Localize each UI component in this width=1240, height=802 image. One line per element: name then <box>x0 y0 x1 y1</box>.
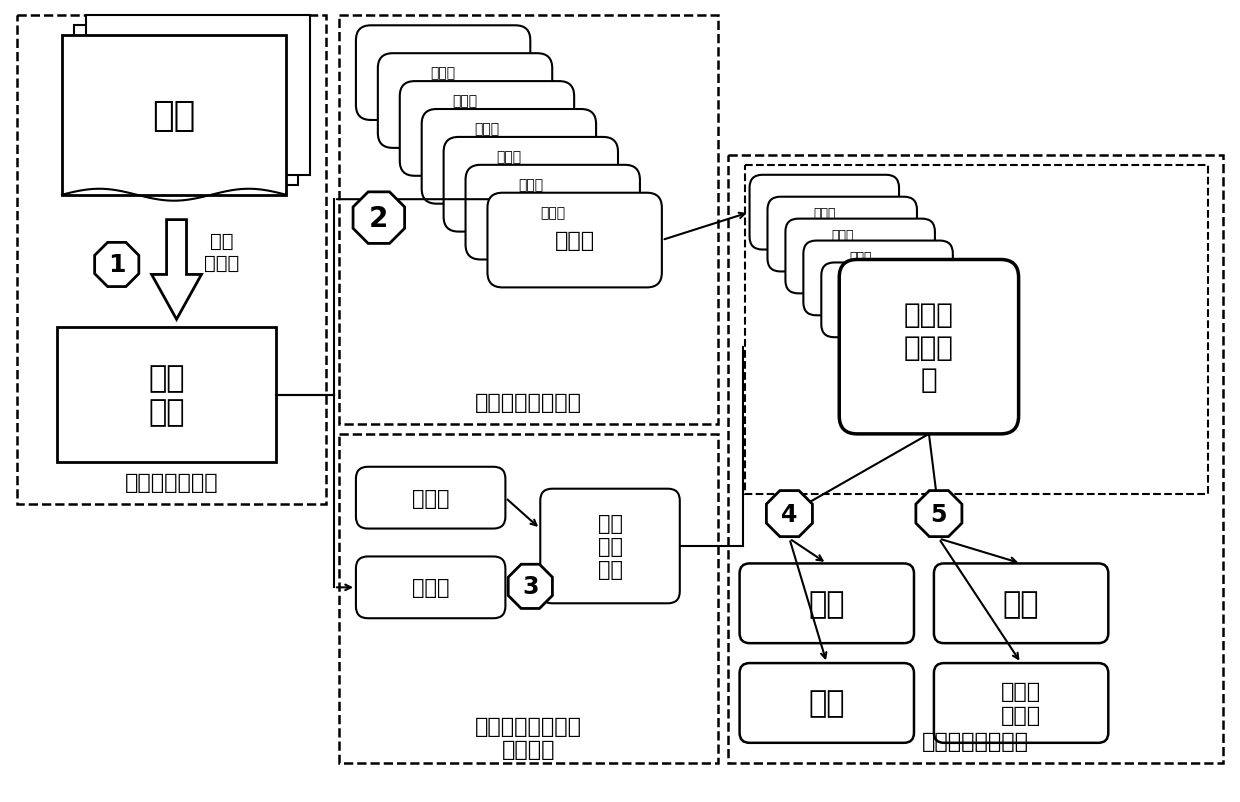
Polygon shape <box>766 491 812 537</box>
Text: 情感词: 情感词 <box>475 122 500 136</box>
Text: 悔丧: 悔丧 <box>1003 589 1039 618</box>
Text: 文本预处理模块: 文本预处理模块 <box>125 472 218 492</box>
Text: 情感词: 情感词 <box>541 206 565 220</box>
FancyBboxPatch shape <box>768 197 916 272</box>
Text: 文本
预处理: 文本 预处理 <box>203 232 239 273</box>
Polygon shape <box>916 491 962 537</box>
FancyBboxPatch shape <box>86 16 310 176</box>
Polygon shape <box>508 565 552 609</box>
FancyBboxPatch shape <box>487 193 662 288</box>
FancyBboxPatch shape <box>444 138 618 233</box>
Text: 高兴: 高兴 <box>808 589 844 618</box>
FancyBboxPatch shape <box>356 26 531 121</box>
FancyBboxPatch shape <box>749 176 899 250</box>
Text: 情感词: 情感词 <box>885 294 908 307</box>
FancyBboxPatch shape <box>785 220 935 294</box>
FancyBboxPatch shape <box>399 82 574 176</box>
Text: 情感逻
辑表达
式: 情感逻 辑表达 式 <box>904 301 954 394</box>
Polygon shape <box>151 221 201 320</box>
Text: 其它四
种感情: 其它四 种感情 <box>1001 682 1042 725</box>
FancyBboxPatch shape <box>465 165 640 260</box>
FancyBboxPatch shape <box>356 557 506 618</box>
Text: 情感词: 情感词 <box>831 229 853 241</box>
FancyBboxPatch shape <box>422 110 596 205</box>
FancyBboxPatch shape <box>839 260 1018 435</box>
Text: 情感词: 情感词 <box>412 488 449 508</box>
Text: 情感词: 情感词 <box>867 272 889 285</box>
FancyBboxPatch shape <box>934 663 1109 743</box>
FancyBboxPatch shape <box>739 564 914 643</box>
Text: 5: 5 <box>931 502 947 526</box>
Polygon shape <box>94 243 139 287</box>
FancyBboxPatch shape <box>541 489 680 604</box>
Text: 情感词: 情感词 <box>496 150 522 164</box>
Text: 情感
逻辑
运算: 情感 逻辑 运算 <box>598 513 622 580</box>
Text: 4: 4 <box>781 502 797 526</box>
Text: 情感词: 情感词 <box>430 67 455 80</box>
FancyBboxPatch shape <box>62 36 286 196</box>
FancyBboxPatch shape <box>356 468 506 529</box>
Text: 情感词: 情感词 <box>453 95 477 108</box>
Text: 1: 1 <box>108 253 125 277</box>
FancyBboxPatch shape <box>804 241 952 316</box>
FancyBboxPatch shape <box>378 55 552 148</box>
Text: 3: 3 <box>522 575 538 598</box>
FancyBboxPatch shape <box>74 26 298 185</box>
Text: 文件: 文件 <box>153 99 196 133</box>
Text: 情感词: 情感词 <box>412 577 449 597</box>
FancyBboxPatch shape <box>934 564 1109 643</box>
Text: 愤怒: 愤怒 <box>808 689 844 718</box>
FancyBboxPatch shape <box>57 328 277 462</box>
Text: 情感逻
辑表达
式: 情感逻 辑表达 式 <box>892 282 936 363</box>
Text: 文本情感逻辑符号
表达模块: 文本情感逻辑符号 表达模块 <box>475 716 582 759</box>
FancyBboxPatch shape <box>839 285 988 359</box>
Polygon shape <box>353 192 404 244</box>
Text: 2: 2 <box>370 205 388 233</box>
Text: 文本情感分词模块: 文本情感分词模块 <box>475 392 582 412</box>
Text: 情感词: 情感词 <box>518 178 543 192</box>
FancyBboxPatch shape <box>739 663 914 743</box>
Text: 情感词: 情感词 <box>813 206 836 220</box>
Text: 文本情感分析模块: 文本情感分析模块 <box>921 731 1029 751</box>
Text: 情感
文字: 情感 文字 <box>149 364 185 427</box>
FancyBboxPatch shape <box>821 263 971 338</box>
Text: 情感词: 情感词 <box>554 231 595 251</box>
Text: 情感词: 情感词 <box>849 250 872 263</box>
